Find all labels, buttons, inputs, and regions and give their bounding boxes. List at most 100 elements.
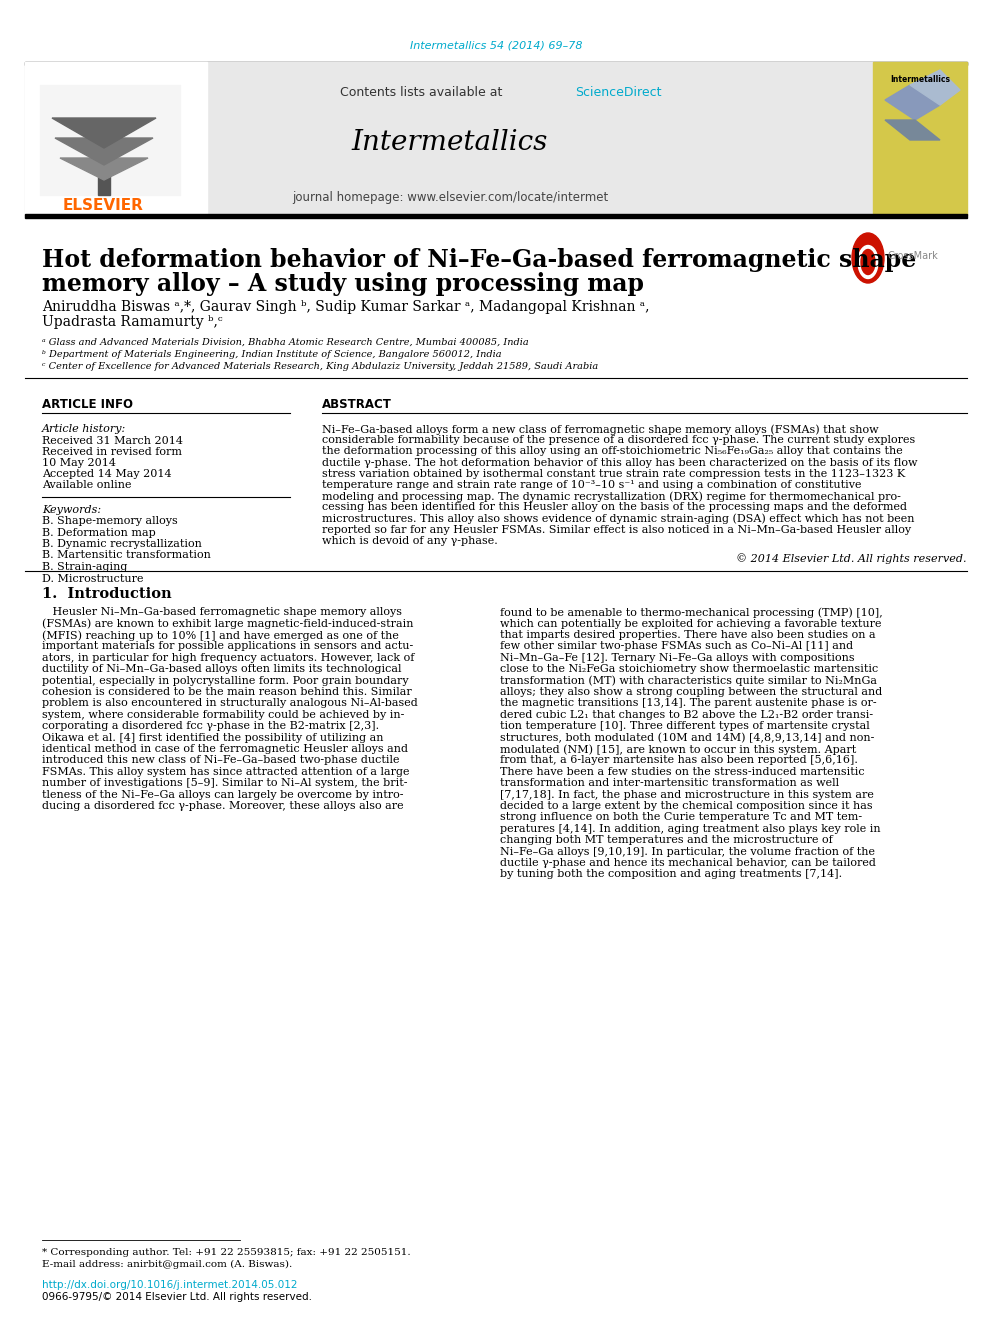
Text: Ni–Mn–Ga–Fe [12]. Ternary Ni–Fe–Ga alloys with compositions: Ni–Mn–Ga–Fe [12]. Ternary Ni–Fe–Ga alloy… <box>500 652 855 663</box>
Text: D. Microstructure: D. Microstructure <box>42 573 144 583</box>
Text: FSMAs. This alloy system has since attracted attention of a large: FSMAs. This alloy system has since attra… <box>42 767 410 777</box>
Polygon shape <box>885 120 940 140</box>
Text: system, where considerable formability could be achieved by in-: system, where considerable formability c… <box>42 710 405 720</box>
Text: ators, in particular for high frequency actuators. However, lack of: ators, in particular for high frequency … <box>42 652 415 663</box>
Text: dered cubic L2₁ that changes to B2 above the L2₁-B2 order transi-: dered cubic L2₁ that changes to B2 above… <box>500 710 873 720</box>
Text: few other similar two-phase FSMAs such as Co–Ni–Al [11] and: few other similar two-phase FSMAs such a… <box>500 642 853 651</box>
Text: ductile γ-phase and hence its mechanical behavior, can be tailored: ductile γ-phase and hence its mechanical… <box>500 859 876 868</box>
Text: decided to a large extent by the chemical composition since it has: decided to a large extent by the chemica… <box>500 800 873 811</box>
Text: which can potentially be exploited for achieving a favorable texture: which can potentially be exploited for a… <box>500 619 882 628</box>
Text: 1.  Introduction: 1. Introduction <box>42 587 172 601</box>
Text: Contents lists available at: Contents lists available at <box>340 86 506 98</box>
Text: from that, a 6-layer martensite has also been reported [5,6,16].: from that, a 6-layer martensite has also… <box>500 755 858 766</box>
Text: Intermetallics: Intermetallics <box>352 128 549 156</box>
Text: number of investigations [5–9]. Similar to Ni–Al system, the brit-: number of investigations [5–9]. Similar … <box>42 778 408 789</box>
Text: B. Martensitic transformation: B. Martensitic transformation <box>42 550 211 561</box>
Bar <box>25 62 207 216</box>
Text: changing both MT temperatures and the microstructure of: changing both MT temperatures and the mi… <box>500 835 832 845</box>
Text: Aniruddha Biswas ᵃ,*, Gaurav Singh ᵇ, Sudip Kumar Sarkar ᵃ, Madangopal Krishnan : Aniruddha Biswas ᵃ,*, Gaurav Singh ᵇ, Su… <box>42 300 650 314</box>
Ellipse shape <box>861 250 875 274</box>
Text: There have been a few studies on the stress-induced martensitic: There have been a few studies on the str… <box>500 767 865 777</box>
Text: 10 May 2014: 10 May 2014 <box>42 458 116 468</box>
Text: memory alloy – A study using processing map: memory alloy – A study using processing … <box>42 273 644 296</box>
Bar <box>25 62 873 216</box>
Text: (FSMAs) are known to exhibit large magnetic-field-induced-strain: (FSMAs) are known to exhibit large magne… <box>42 619 414 630</box>
Text: Oikawa et al. [4] first identified the possibility of utilizing an: Oikawa et al. [4] first identified the p… <box>42 733 384 742</box>
Text: (MFIS) reaching up to 10% [1] and have emerged as one of the: (MFIS) reaching up to 10% [1] and have e… <box>42 630 399 640</box>
Text: temperature range and strain rate range of 10⁻³–10 s⁻¹ and using a combination o: temperature range and strain rate range … <box>322 480 861 490</box>
Text: Received in revised form: Received in revised form <box>42 447 182 456</box>
Text: Accepted 14 May 2014: Accepted 14 May 2014 <box>42 468 172 479</box>
Bar <box>25 61 967 65</box>
Text: ᵇ Department of Materials Engineering, Indian Institute of Science, Bangalore 56: ᵇ Department of Materials Engineering, I… <box>42 351 502 359</box>
Text: Heusler Ni–Mn–Ga-based ferromagnetic shape memory alloys: Heusler Ni–Mn–Ga-based ferromagnetic sha… <box>42 607 402 618</box>
Text: CrossMark: CrossMark <box>888 251 938 261</box>
Text: journal homepage: www.elsevier.com/locate/intermet: journal homepage: www.elsevier.com/locat… <box>292 192 608 205</box>
Text: Hot deformation behavior of Ni–Fe–Ga-based ferromagnetic shape: Hot deformation behavior of Ni–Fe–Ga-bas… <box>42 247 917 273</box>
Text: modulated (NM) [15], are known to occur in this system. Apart: modulated (NM) [15], are known to occur … <box>500 744 856 754</box>
Text: [7,17,18]. In fact, the phase and microstructure in this system are: [7,17,18]. In fact, the phase and micros… <box>500 790 874 799</box>
Text: considerable formability because of the presence of a disordered fcc γ-phase. Th: considerable formability because of the … <box>322 435 916 446</box>
Text: alloys; they also show a strong coupling between the structural and: alloys; they also show a strong coupling… <box>500 687 882 697</box>
Text: identical method in case of the ferromagnetic Heusler alloys and: identical method in case of the ferromag… <box>42 744 408 754</box>
Text: the magnetic transitions [13,14]. The parent austenite phase is or-: the magnetic transitions [13,14]. The pa… <box>500 699 877 708</box>
Text: cohesion is considered to be the main reason behind this. Similar: cohesion is considered to be the main re… <box>42 687 412 697</box>
Text: peratures [4,14]. In addition, aging treatment also plays key role in: peratures [4,14]. In addition, aging tre… <box>500 824 881 833</box>
Text: transformation and inter-martensitic transformation as well: transformation and inter-martensitic tra… <box>500 778 839 789</box>
Text: ELSEVIER: ELSEVIER <box>62 197 144 213</box>
Text: potential, especially in polycrystalline form. Poor grain boundary: potential, especially in polycrystalline… <box>42 676 409 685</box>
Text: microstructures. This alloy also shows evidence of dynamic strain-aging (DSA) ef: microstructures. This alloy also shows e… <box>322 513 915 524</box>
Text: stress variation obtained by isothermal constant true strain rate compression te: stress variation obtained by isothermal … <box>322 468 906 479</box>
Bar <box>98 169 110 194</box>
Text: ᶜ Center of Excellence for Advanced Materials Research, King Abdulaziz Universit: ᶜ Center of Excellence for Advanced Mate… <box>42 363 598 370</box>
Text: ductility of Ni–Mn–Ga-based alloys often limits its technological: ductility of Ni–Mn–Ga-based alloys often… <box>42 664 402 675</box>
Text: important materials for possible applications in sensors and actu-: important materials for possible applica… <box>42 642 414 651</box>
Text: by tuning both the composition and aging treatments [7,14].: by tuning both the composition and aging… <box>500 869 842 880</box>
Bar <box>25 214 967 218</box>
Bar <box>873 62 967 216</box>
Bar <box>40 85 180 194</box>
Text: ᵃ Glass and Advanced Materials Division, Bhabha Atomic Research Centre, Mumbai 4: ᵃ Glass and Advanced Materials Division,… <box>42 337 529 347</box>
Text: 0966-9795/© 2014 Elsevier Ltd. All rights reserved.: 0966-9795/© 2014 Elsevier Ltd. All right… <box>42 1293 312 1302</box>
Text: Article history:: Article history: <box>42 423 126 434</box>
Text: ductile γ-phase. The hot deformation behavior of this alloy has been characteriz: ductile γ-phase. The hot deformation beh… <box>322 458 918 467</box>
Text: B. Dynamic recrystallization: B. Dynamic recrystallization <box>42 538 202 549</box>
Text: cessing has been identified for this Heusler alloy on the basis of the processin: cessing has been identified for this Heu… <box>322 503 907 512</box>
Text: problem is also encountered in structurally analogous Ni–Al-based: problem is also encountered in structura… <box>42 699 418 708</box>
Text: B. Deformation map: B. Deformation map <box>42 528 156 537</box>
Text: ScienceDirect: ScienceDirect <box>575 86 662 98</box>
Text: © 2014 Elsevier Ltd. All rights reserved.: © 2014 Elsevier Ltd. All rights reserved… <box>736 553 967 564</box>
Text: transformation (MT) with characteristics quite similar to Ni₂MnGa: transformation (MT) with characteristics… <box>500 676 877 687</box>
Ellipse shape <box>852 233 884 283</box>
Text: structures, both modulated (10M and 14M) [4,8,9,13,14] and non-: structures, both modulated (10M and 14M)… <box>500 733 874 744</box>
Polygon shape <box>885 85 940 120</box>
Polygon shape <box>910 70 960 105</box>
Text: ducing a disordered fcc γ-phase. Moreover, these alloys also are: ducing a disordered fcc γ-phase. Moreove… <box>42 800 404 811</box>
Text: ABSTRACT: ABSTRACT <box>322 398 392 411</box>
Text: Received 31 March 2014: Received 31 March 2014 <box>42 437 183 446</box>
Text: Ni–Fe–Ga alloys [9,10,19]. In particular, the volume fraction of the: Ni–Fe–Ga alloys [9,10,19]. In particular… <box>500 847 875 856</box>
Polygon shape <box>60 157 148 180</box>
Text: strong influence on both the Curie temperature Tᴄ and MT tem-: strong influence on both the Curie tempe… <box>500 812 862 823</box>
Text: Intermetallics 54 (2014) 69–78: Intermetallics 54 (2014) 69–78 <box>410 41 582 52</box>
Text: that imparts desired properties. There have also been studies on a: that imparts desired properties. There h… <box>500 630 876 640</box>
Text: http://dx.doi.org/10.1016/j.intermet.2014.05.012: http://dx.doi.org/10.1016/j.intermet.201… <box>42 1279 298 1290</box>
Polygon shape <box>52 118 156 148</box>
Text: Upadrasta Ramamurty ᵇ,ᶜ: Upadrasta Ramamurty ᵇ,ᶜ <box>42 315 222 329</box>
Text: tion temperature [10]. Three different types of martensite crystal: tion temperature [10]. Three different t… <box>500 721 870 732</box>
Polygon shape <box>55 138 153 165</box>
Text: modeling and processing map. The dynamic recrystallization (DRX) regime for ther: modeling and processing map. The dynamic… <box>322 491 901 501</box>
Text: tleness of the Ni–Fe–Ga alloys can largely be overcome by intro-: tleness of the Ni–Fe–Ga alloys can large… <box>42 790 404 799</box>
Text: found to be amenable to thermo-mechanical processing (TMP) [10],: found to be amenable to thermo-mechanica… <box>500 607 883 618</box>
Text: Keywords:: Keywords: <box>42 505 101 515</box>
Text: Ni–Fe–Ga-based alloys form a new class of ferromagnetic shape memory alloys (FSM: Ni–Fe–Ga-based alloys form a new class o… <box>322 423 879 434</box>
Text: Intermetallics: Intermetallics <box>890 75 950 85</box>
Text: * Corresponding author. Tel: +91 22 25593815; fax: +91 22 2505151.: * Corresponding author. Tel: +91 22 2559… <box>42 1248 411 1257</box>
Text: close to the Ni₂FeGa stoichiometry show thermoelastic martensitic: close to the Ni₂FeGa stoichiometry show … <box>500 664 878 675</box>
Text: ARTICLE INFO: ARTICLE INFO <box>42 398 133 411</box>
Text: B. Strain-aging: B. Strain-aging <box>42 562 127 572</box>
Text: B. Shape-memory alloys: B. Shape-memory alloys <box>42 516 178 527</box>
Text: the deformation processing of this alloy using an off-stoichiometric Ni₅₆Fe₁₉Ga₂: the deformation processing of this alloy… <box>322 446 903 456</box>
Text: which is devoid of any γ-phase.: which is devoid of any γ-phase. <box>322 536 498 546</box>
Ellipse shape <box>858 246 878 279</box>
